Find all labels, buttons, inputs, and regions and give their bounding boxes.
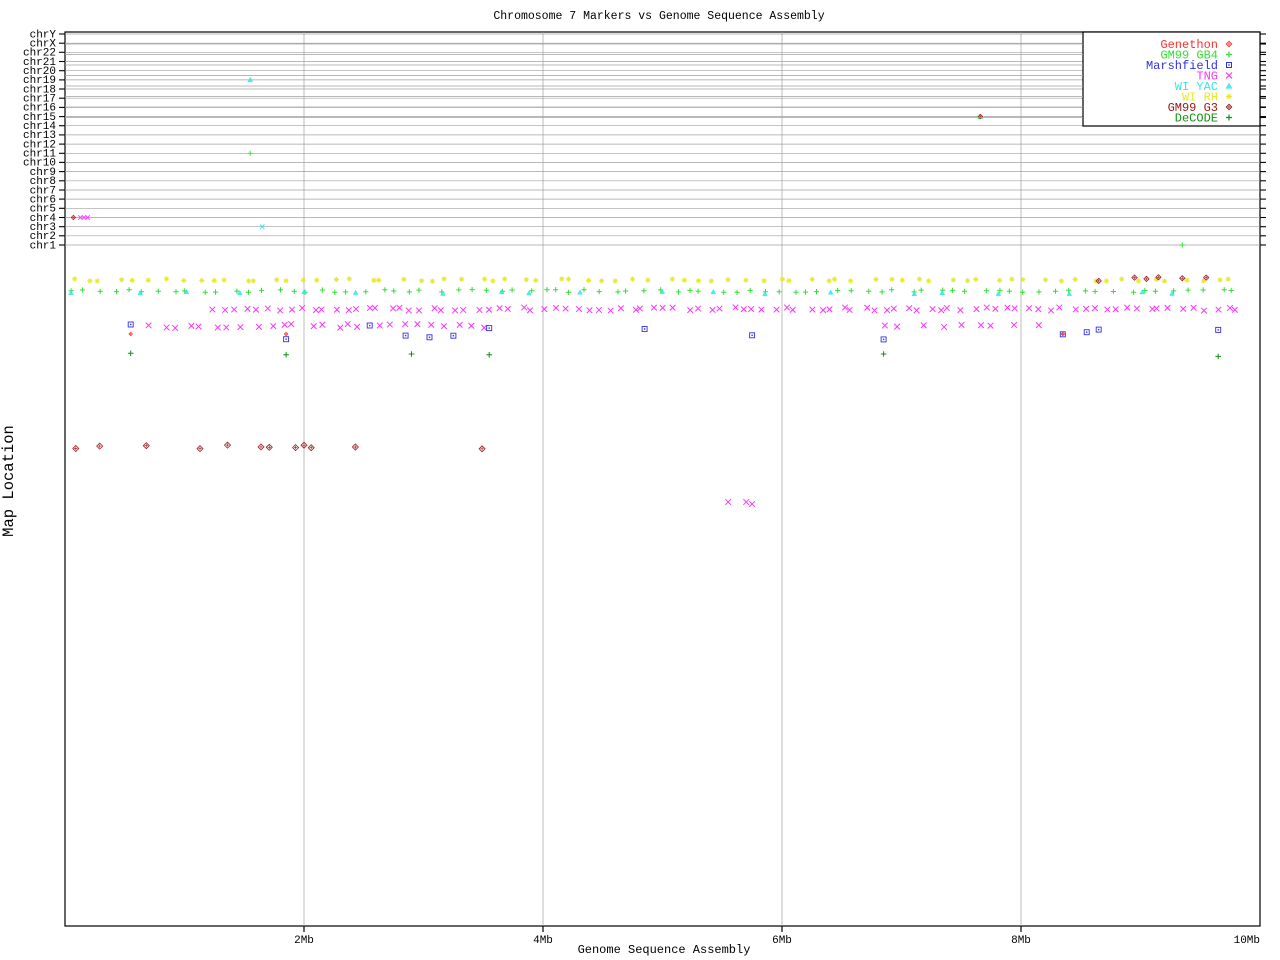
svg-text:4Mb: 4Mb bbox=[533, 935, 553, 947]
svg-text:Map Location: Map Location bbox=[0, 425, 18, 537]
svg-text:10Mb: 10Mb bbox=[1234, 935, 1260, 947]
svg-text:chr1: chr1 bbox=[30, 240, 57, 252]
svg-text:Chromosome 7 Markers vs Genome: Chromosome 7 Markers vs Genome Sequence … bbox=[493, 10, 824, 23]
svg-text:2Mb: 2Mb bbox=[294, 935, 314, 947]
svg-text:DeCODE: DeCODE bbox=[1175, 112, 1218, 126]
svg-text:8Mb: 8Mb bbox=[1011, 935, 1031, 947]
svg-text:Genome Sequence Assembly: Genome Sequence Assembly bbox=[578, 943, 751, 957]
svg-text:6Mb: 6Mb bbox=[772, 935, 792, 947]
